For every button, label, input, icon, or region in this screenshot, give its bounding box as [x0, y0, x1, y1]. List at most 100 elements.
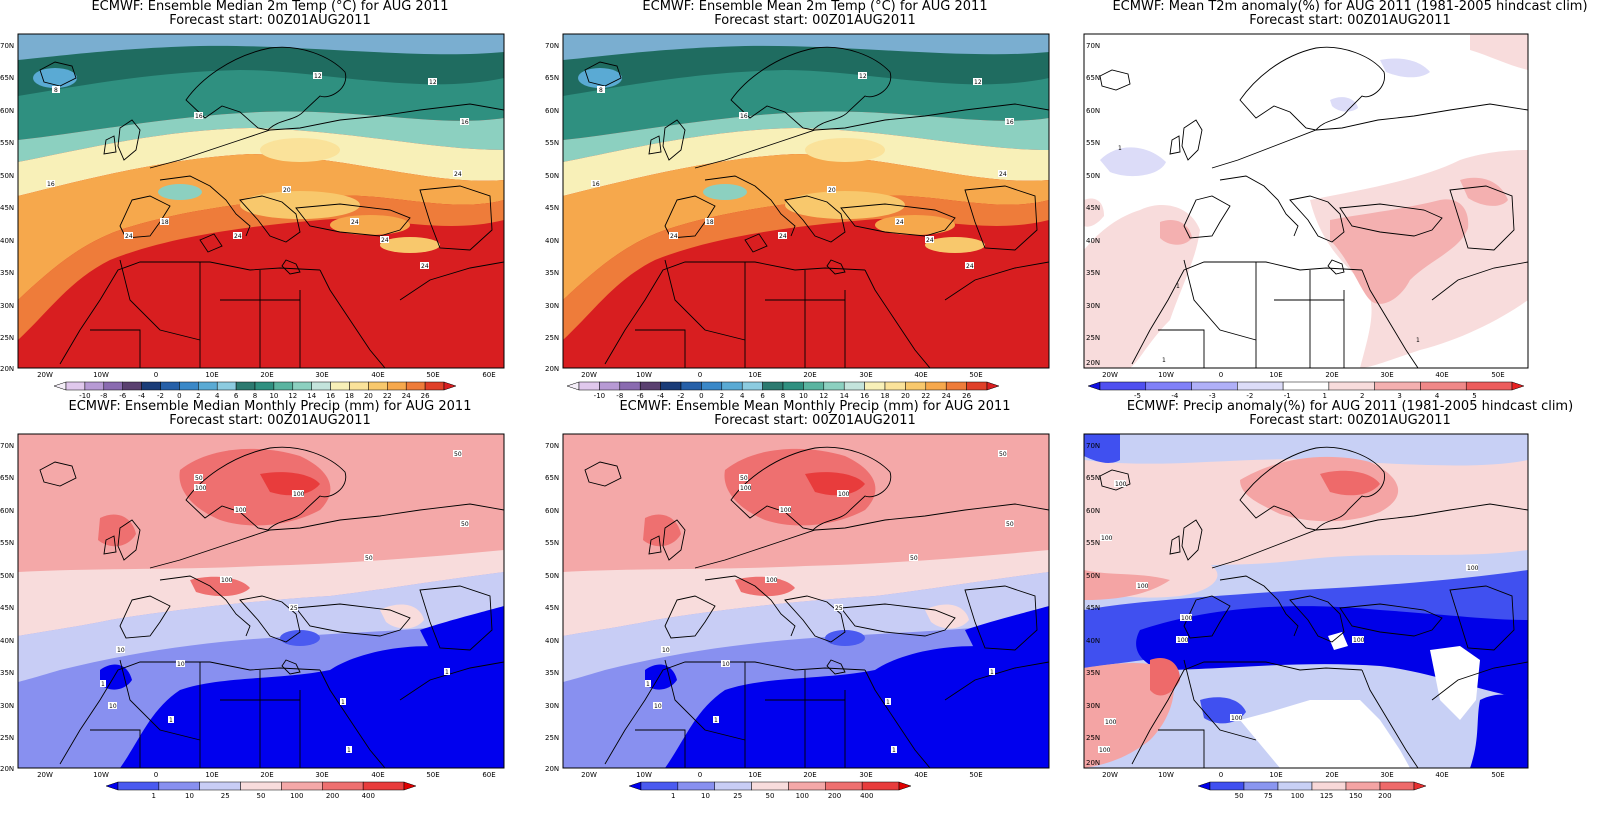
colorbar-label: -2: [1246, 392, 1253, 400]
colorbar-box: [322, 781, 364, 791]
contour-label: 100: [221, 577, 233, 584]
colorbar-box: [1328, 381, 1375, 391]
colorbar-box: [349, 381, 369, 391]
colorbar-box: [1191, 381, 1238, 391]
lat-tick-label: 60N: [0, 107, 14, 115]
colorbar-label: 6: [760, 392, 765, 400]
colorbar-box: [945, 381, 967, 391]
lat-tick-label: 55N: [545, 139, 559, 147]
lon-axis: 20W 10W 0 10E 20E 30E 40E 50E 60E: [37, 371, 496, 379]
contour-label: 24: [454, 171, 462, 178]
lon-tick-label: 0: [1219, 371, 1223, 379]
lat-axis: 70N 65N 60N 55N 50N 45N 40N 35N 30N 25N …: [1086, 442, 1100, 767]
contour-label: 1: [445, 669, 449, 676]
colorbar-box: [405, 381, 426, 391]
colorbar-label: 1: [671, 792, 675, 800]
lat-tick-label: 55N: [545, 539, 559, 547]
colorbar-min-arrow: [628, 781, 642, 791]
colorbar-label: 0: [699, 392, 703, 400]
lon-tick-label: 30E: [315, 771, 328, 779]
colorbar-label: 8: [253, 392, 257, 400]
lon-tick-label: 20W: [37, 771, 53, 779]
contour-label: 100: [1231, 715, 1243, 722]
contour-label: 50: [740, 475, 748, 482]
temp-anomaly-map: 1 1 1 1 70N 70N 65N 60N 55N 50N 45N 40N …: [1083, 33, 1529, 400]
contour-label: 16: [740, 113, 748, 120]
lat-tick-label: 25N: [0, 334, 14, 342]
lat-tick-label: 45N: [545, 604, 559, 612]
colorbar-box: [825, 781, 863, 791]
lon-tick-label: 20E: [803, 371, 816, 379]
colorbar-label: 6: [234, 392, 239, 400]
colorbar-label: -3: [1209, 392, 1216, 400]
contour-label: 12: [429, 79, 437, 86]
lon-tick-label: 20E: [803, 771, 816, 779]
lat-axis-inner: 70N 65N 60N 55N 50N 45N 40N 35N 30N 25N …: [1086, 42, 1100, 367]
contour-label: 1: [892, 747, 896, 754]
map-frame: [1083, 33, 1529, 369]
contour-label: 18: [706, 219, 714, 226]
colorbar-box: [65, 381, 86, 391]
lat-tick-label: 65N: [545, 474, 559, 482]
lat-tick-label: 20N: [545, 365, 559, 373]
contour-label: 10: [177, 661, 185, 668]
lon-axis: 20W 10W 0 10E 20E 30E 40E 50E: [1102, 371, 1505, 379]
lon-tick-label: 30E: [859, 371, 872, 379]
contour-label: 10: [722, 661, 730, 668]
panel-title: ECMWF: Precip anomaly(%) for AUG 2011 (1…: [1126, 399, 1574, 414]
lat-tick-label: 20N: [0, 765, 14, 773]
lat-tick-label: 70N: [545, 42, 559, 50]
panel-median-temp: ECMWF: Ensemble Median 2m Temp (°C) for …: [0, 0, 540, 414]
colorbar-label: 12: [288, 392, 297, 400]
contour-label: 24: [896, 219, 904, 226]
contour-label: 16: [195, 113, 203, 120]
colorbar-max-arrow: [1511, 381, 1525, 391]
lat-tick-label: 60N: [1086, 507, 1100, 515]
contour-label: 24: [926, 237, 934, 244]
colorbar-box: [1145, 381, 1192, 391]
panel-subtitle: Forecast start: 00Z01AUG2011: [1249, 413, 1451, 428]
colorbar-label: 18: [881, 392, 890, 400]
precip-map: 50 100 50 100 100 100 50 50 25 10 10 1 1…: [545, 433, 1050, 800]
panel-mean-temp: ECMWF: Ensemble Mean 2m Temp (°C) for AU…: [545, 0, 1085, 414]
contour-label: 100: [235, 507, 247, 514]
colorbar-box: [619, 381, 641, 391]
contour-label: 16: [592, 181, 600, 188]
coastlines: [1099, 446, 1528, 768]
map-frame: [562, 33, 1050, 369]
colorbar-box: [141, 381, 161, 391]
panel-title: ECMWF: Ensemble Median 2m Temp (°C) for …: [91, 0, 449, 14]
colorbar-label: 12: [819, 392, 828, 400]
contour-label: 1: [1118, 145, 1122, 152]
colorbar-label: -6: [119, 392, 127, 400]
panel-subtitle: Forecast start: 00Z01AUG2011: [169, 13, 371, 28]
lon-tick-label: 10W: [1158, 371, 1174, 379]
lon-tick-label: 0: [698, 771, 702, 779]
colorbar-box: [292, 381, 312, 391]
contour-label: 24: [421, 263, 429, 270]
contour-label: 24: [381, 237, 389, 244]
colorbar-box: [1209, 781, 1245, 791]
lat-tick-label: 40N: [0, 637, 14, 645]
colorbar-label: -1: [1284, 392, 1291, 400]
lon-tick-label: 20E: [1325, 771, 1338, 779]
lat-tick-label: 60N: [1086, 107, 1100, 115]
contour-label: 10: [109, 703, 117, 710]
colorbar-max-arrow: [1413, 781, 1427, 791]
map-fill: [1084, 34, 1528, 368]
lat-tick-label: 35N: [1086, 669, 1100, 677]
colorbar-label: 2: [196, 392, 200, 400]
lat-tick-label: 30N: [1086, 302, 1100, 310]
contour-label: 20: [828, 187, 836, 194]
colorbar-label: 4: [740, 392, 745, 400]
contour-label: 10: [117, 647, 125, 654]
contour-label: 24: [779, 233, 787, 240]
colorbar-label: 50: [257, 792, 266, 800]
panel-title: ECMWF: Ensemble Mean 2m Temp (°C) for AU…: [642, 0, 988, 14]
lon-tick-label: 0: [698, 371, 702, 379]
contour-label: 24: [999, 171, 1007, 178]
contour-label: 100: [766, 577, 778, 584]
colorbar-box: [660, 381, 682, 391]
lat-tick-label: 70N: [1086, 42, 1100, 50]
lon-tick-label: 0: [154, 771, 158, 779]
